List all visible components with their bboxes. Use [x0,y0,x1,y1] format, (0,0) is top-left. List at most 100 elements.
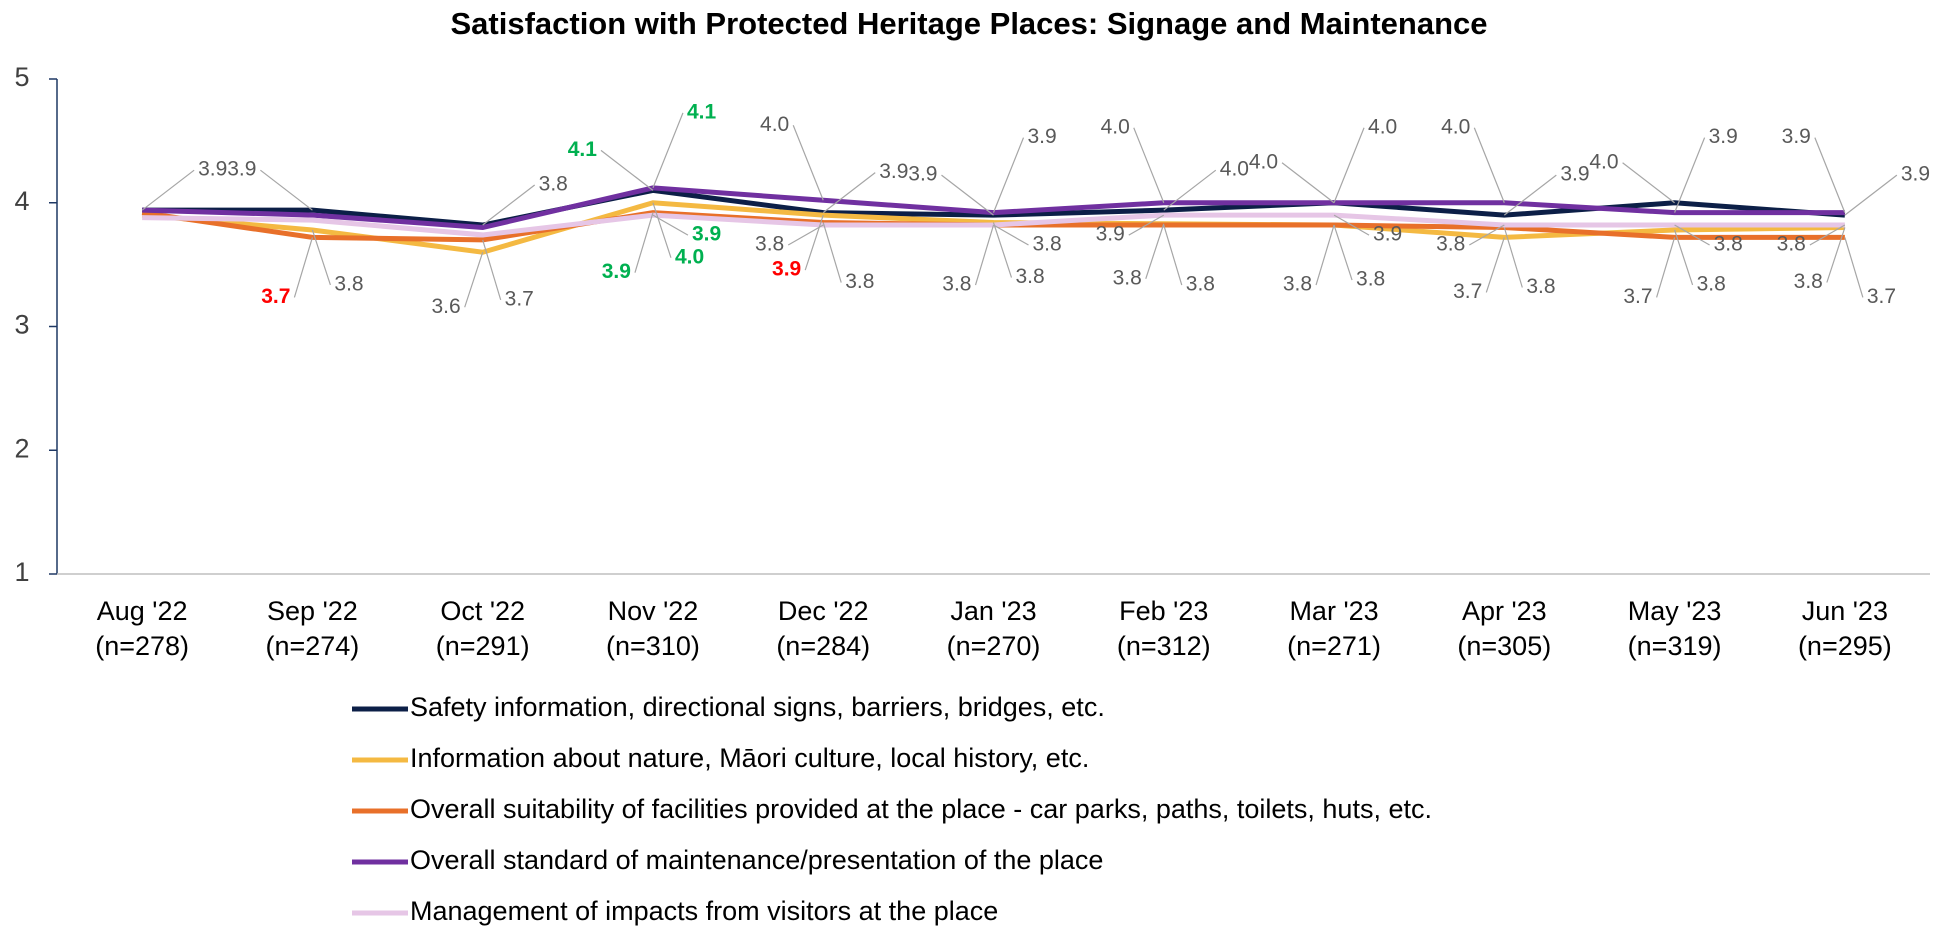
x-tick-label: Jun '23 [1802,596,1888,626]
label-leader [1469,224,1505,246]
data-label: 4.0 [1589,150,1618,173]
data-label: 3.9 [692,223,721,246]
label-leader [1485,237,1505,293]
data-label: 4.0 [675,245,704,268]
data-label: 4.0 [1249,150,1278,173]
x-tick-sample: (n=312) [1117,631,1211,661]
label-leader [992,137,1025,213]
x-tick-label: Oct '22 [440,596,525,626]
label-leader [652,112,684,189]
x-tick-sample: (n=310) [606,631,700,661]
data-label: 3.7 [1623,285,1652,308]
y-tick-label: 1 [14,557,29,587]
label-leader [141,169,195,211]
label-leader [464,252,484,308]
label-leader [1473,127,1505,203]
label-leader [822,222,842,283]
label-leader [652,202,672,258]
legend-label: Information about nature, Māori culture,… [410,743,1089,773]
label-leader [1145,223,1165,279]
data-label: 3.9 [772,258,801,281]
data-label: 3.9 [1709,125,1738,148]
data-label: 3.8 [1283,273,1312,296]
data-label: 3.8 [1436,233,1465,256]
x-tick-sample: (n=319) [1628,631,1722,661]
data-label: 3.7 [1867,285,1896,308]
data-label: 3.9 [1560,163,1589,186]
label-leader [787,224,824,246]
data-label: 3.9 [1901,163,1930,186]
x-tick-sample: (n=271) [1287,631,1381,661]
data-label: 3.9 [198,158,227,181]
legend-label: Overall standard of maintenance/presenta… [410,845,1103,875]
x-tick-label: Nov '22 [608,596,699,626]
label-leader [1333,214,1370,236]
x-tick-sample: (n=305) [1457,631,1551,661]
label-leader [941,174,994,216]
label-leader [1844,237,1864,298]
data-label: 3.9 [879,160,908,183]
x-tick-sample: (n=284) [776,631,870,661]
x-tick-label: May '23 [1628,596,1722,626]
label-leader [293,237,313,298]
label-leader [1133,127,1165,203]
label-leader [600,149,654,191]
data-label: 3.8 [1526,275,1555,298]
data-label: 4.0 [1220,158,1249,181]
label-leader [1281,162,1335,204]
data-label: 3.8 [845,270,874,293]
label-leader [1333,224,1353,281]
label-leader [482,239,502,301]
label-leader [974,224,995,286]
label-leader [1163,169,1217,211]
y-tick-label: 4 [14,186,29,216]
label-leader [1503,174,1557,216]
x-tick-sample: (n=291) [436,631,530,661]
label-leader [993,224,1029,246]
data-label: 4.0 [1101,115,1130,138]
label-leader [1128,214,1165,236]
label-leader [260,169,313,211]
data-label: 3.6 [431,295,460,318]
data-label: 4.0 [1368,115,1397,138]
data-label: 3.9 [1096,223,1125,246]
data-label: 3.8 [1186,273,1215,296]
data-label: 3.8 [942,273,971,296]
label-leader [792,125,824,201]
label-leader [652,214,689,236]
label-leader [634,212,654,273]
label-leader [1656,237,1676,298]
y-tick-label: 5 [14,62,29,92]
x-tick-label: Apr '23 [1462,596,1547,626]
label-leader [804,214,824,271]
data-label: 3.9 [1373,223,1402,246]
data-label: 3.8 [1794,270,1823,293]
data-label: 3.8 [1714,233,1743,256]
data-label: 3.9 [1782,125,1811,148]
y-tick-label: 3 [14,310,29,340]
x-tick-sample: (n=270) [947,631,1041,661]
data-label: 3.8 [755,233,784,256]
label-leader [992,222,1013,278]
label-leader [1826,227,1846,283]
label-leader [822,172,876,214]
label-leader [1503,227,1523,288]
data-label: 3.8 [1356,268,1385,291]
x-tick-sample: (n=274) [265,631,359,661]
label-leader [1674,224,1710,246]
legend-label: Safety information, directional signs, b… [410,692,1105,722]
data-label: 3.9 [908,163,937,186]
data-label: 3.9 [602,260,631,283]
label-leader [1315,224,1335,286]
data-label: 3.8 [539,173,568,196]
data-label: 3.7 [261,285,290,308]
data-label: 3.7 [1453,280,1482,303]
label-leader [1809,224,1846,246]
x-tick-label: Feb '23 [1119,596,1208,626]
data-label: 4.1 [568,138,598,161]
label-leader [1674,229,1694,286]
x-tick-label: Mar '23 [1289,596,1378,626]
data-label: 4.1 [687,100,717,123]
data-label: 3.8 [1777,233,1806,256]
legend-label: Management of impacts from visitors at t… [410,896,998,926]
